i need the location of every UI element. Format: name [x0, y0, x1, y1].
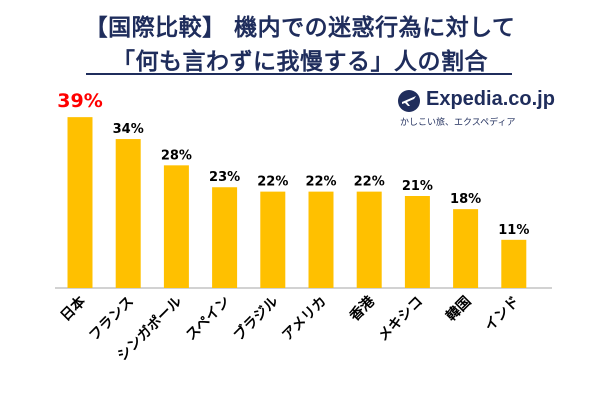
bar — [163, 165, 189, 288]
x-tick-label: メキシコ — [375, 294, 426, 345]
expedia-logo: Expedia.co.jp かしこい旅、エクスペディア — [398, 88, 568, 132]
bar-data-label: 11% — [498, 223, 529, 238]
bar-data-label: 18% — [450, 192, 481, 207]
bar — [308, 191, 334, 288]
x-tick-label: 香港 — [346, 292, 379, 325]
airplane-globe-icon — [398, 90, 420, 112]
logo-tagline: かしこい旅、エクスペディア — [400, 118, 516, 128]
bar-data-label: 22% — [354, 175, 385, 190]
bar-data-label: 28% — [161, 148, 192, 163]
chart-title-line1: 【国際比較】 機内での迷惑行為に対して — [84, 15, 516, 41]
bar — [501, 239, 527, 288]
bar — [453, 209, 479, 288]
bar-data-label: 23% — [209, 170, 240, 185]
bar-data-label: 39% — [57, 90, 102, 112]
x-tick-label: ブラジル — [230, 293, 281, 344]
x-tick-label: インド — [482, 294, 523, 335]
bar — [260, 191, 286, 288]
bar — [356, 191, 382, 288]
bar-data-label: 34% — [113, 122, 144, 137]
bar-data-label: 22% — [257, 175, 288, 190]
chart-title-line2: 「何も言わずに我慢する」人の割合 — [112, 49, 488, 75]
x-tick-label: 日本 — [57, 292, 90, 325]
x-tick-label: 韓国 — [443, 293, 475, 325]
bar — [404, 196, 430, 288]
bar-data-label: 22% — [305, 175, 336, 190]
bar — [67, 117, 93, 289]
bar — [115, 139, 141, 288]
title-underline — [86, 73, 512, 75]
x-tick-label: スペイン — [183, 294, 233, 344]
bar-data-label: 21% — [402, 179, 433, 194]
logo-name: Expedia.co.jp — [426, 88, 555, 110]
x-tick-label: アメリカ — [279, 294, 329, 344]
bar — [212, 187, 238, 288]
